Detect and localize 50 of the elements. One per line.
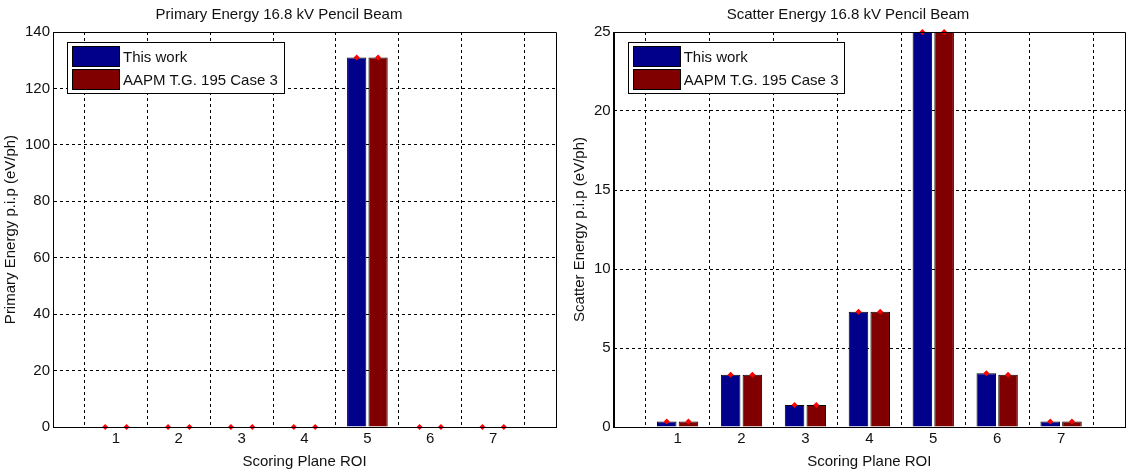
- y-tick-label: 0: [41, 417, 51, 435]
- point: [1047, 418, 1054, 425]
- legend-label: AAPM T.G. 195 Case 3: [123, 71, 278, 88]
- y-tick-label: 20: [33, 360, 51, 378]
- x-tick-label: 4: [865, 429, 874, 447]
- legend-label: This work: [123, 48, 188, 65]
- point: [749, 371, 756, 378]
- y-tick-label: 20: [594, 101, 611, 119]
- point: [1005, 371, 1012, 378]
- y-tick-label: 40: [33, 304, 51, 322]
- point: [983, 370, 990, 377]
- point: [663, 418, 670, 425]
- point: [727, 371, 734, 378]
- x-tick-label: 4: [300, 429, 309, 447]
- y-tick-label: 80: [33, 191, 51, 209]
- point: [855, 308, 862, 315]
- point: [877, 308, 884, 315]
- x-axis-title: Scoring Plane ROI: [807, 452, 932, 470]
- point: [1068, 418, 1075, 425]
- legend-label: AAPM T.G. 195 Case 3: [683, 71, 839, 88]
- y-tick-label: 5: [602, 338, 611, 356]
- x-tick-label: 3: [237, 429, 246, 447]
- y-tick-label: 140: [25, 22, 51, 40]
- y-tick-label: 0: [602, 417, 611, 435]
- legend-label: This work: [683, 48, 748, 65]
- x-tick-label: 3: [801, 429, 810, 447]
- x-axis-title: Scoring Plane ROI: [242, 452, 367, 470]
- y-axis-title: Primary Energy p.i.p (eV/ph): [1, 134, 19, 325]
- x-tick-label: 7: [1056, 429, 1066, 447]
- chart-title: Primary Energy 16.8 kV Pencil Beam: [155, 5, 403, 23]
- y-tick-label: 25: [594, 22, 611, 40]
- point: [791, 401, 798, 408]
- x-tick-label: 7: [488, 429, 498, 447]
- y-tick-label: 120: [25, 78, 51, 96]
- x-tick-label: 6: [426, 429, 435, 447]
- chart-title: Scatter Energy 16.8 kV Pencil Beam: [726, 5, 970, 23]
- x-tick-label: 5: [929, 429, 938, 447]
- point: [813, 401, 820, 408]
- y-tick-label: 15: [594, 180, 611, 198]
- y-tick-label: 60: [33, 247, 51, 265]
- x-tick-label: 6: [993, 429, 1002, 447]
- point: [685, 418, 692, 425]
- x-tick-label: 5: [363, 429, 372, 447]
- x-tick-label: 1: [673, 429, 682, 447]
- x-tick-label: 2: [174, 429, 183, 447]
- x-tick-label: 1: [111, 429, 121, 447]
- y-tick-label: 10: [594, 259, 611, 277]
- x-tick-label: 2: [737, 429, 746, 447]
- y-tick-label: 100: [25, 135, 51, 152]
- y-axis-title: Scatter Energy p.i.p (eV/ph): [570, 136, 588, 323]
